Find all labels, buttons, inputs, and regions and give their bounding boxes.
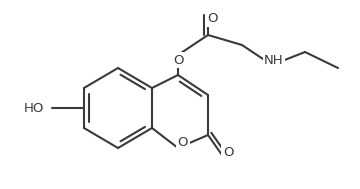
Text: O: O <box>223 146 233 160</box>
Text: NH: NH <box>264 53 284 67</box>
Text: O: O <box>173 53 183 67</box>
Text: O: O <box>178 136 188 149</box>
Text: HO: HO <box>24 101 44 115</box>
Text: O: O <box>207 12 217 26</box>
